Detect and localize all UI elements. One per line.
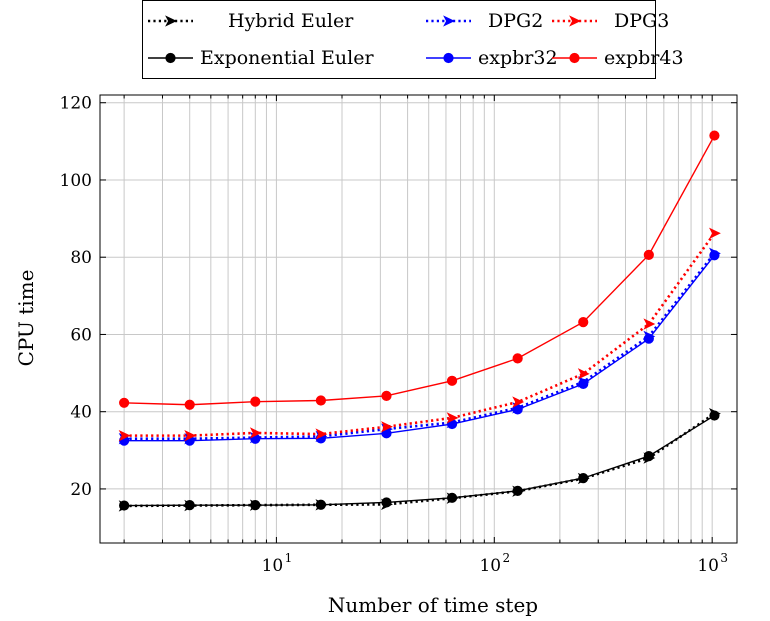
- data-point: [643, 452, 656, 464]
- y-tick-label: 100: [60, 171, 92, 191]
- data-point: [118, 500, 131, 512]
- data-point: [709, 247, 721, 260]
- series-line: [124, 252, 716, 441]
- x-tick-label: 10: [262, 556, 284, 576]
- legend-label: expbr32: [478, 47, 558, 69]
- y-tick-label: 120: [60, 94, 92, 114]
- data-point: [577, 376, 590, 388]
- data-point: [446, 375, 458, 386]
- data-point: [643, 318, 656, 330]
- series-line: [124, 412, 716, 508]
- legend: Hybrid Euler DPG2 DPG3 Exponential Euler exp…: [142, 0, 684, 79]
- data-point: [250, 396, 261, 407]
- data-point: [709, 407, 721, 420]
- data-point: [249, 427, 262, 439]
- data-point: [165, 52, 176, 64]
- data-point: [165, 15, 177, 27]
- data-point: [443, 52, 454, 64]
- series-dpg2: [118, 247, 721, 445]
- series-dpg3: [118, 227, 721, 442]
- y-tick-label: 20: [70, 480, 92, 500]
- data-point: [569, 52, 580, 64]
- data-point: [577, 472, 590, 485]
- series-line: [124, 254, 715, 442]
- plot-frame: [99, 94, 738, 544]
- data-point: [184, 429, 197, 442]
- data-point: [709, 130, 720, 141]
- data-point: [315, 499, 328, 511]
- series-line: [124, 232, 716, 437]
- legend-item: DPG2: [426, 10, 543, 32]
- series-hybrid-euler: [118, 407, 721, 512]
- x-tick-exponent: 2: [502, 551, 510, 565]
- legend-item: expbr43: [552, 47, 684, 69]
- data-point: [446, 492, 459, 504]
- series-expbr32: [119, 250, 720, 446]
- legend-label: Hybrid Euler: [228, 10, 354, 32]
- data-point: [709, 227, 721, 239]
- legend-label: DPG3: [614, 10, 669, 32]
- series-layer: [118, 130, 721, 512]
- data-point: [569, 15, 581, 27]
- y-tick-label: 40: [70, 403, 92, 423]
- y-tick-label: 60: [70, 325, 92, 345]
- data-point: [446, 412, 459, 424]
- grid: [100, 95, 737, 543]
- data-point: [512, 353, 523, 364]
- data-point: [381, 390, 392, 401]
- series-exponential-euler: [119, 410, 720, 511]
- series-expbr43: [119, 130, 720, 410]
- data-point: [381, 421, 393, 433]
- series-line: [124, 135, 716, 406]
- legend-item: expbr32: [426, 47, 558, 69]
- legend-label: expbr43: [604, 47, 684, 69]
- legend-item: DPG3: [552, 10, 669, 32]
- legend-item: Hybrid Euler: [148, 10, 354, 32]
- y-tick-label: 80: [70, 248, 92, 268]
- x-tick-exponent: 1: [285, 551, 293, 565]
- data-point: [184, 499, 197, 512]
- data-point: [119, 397, 130, 408]
- data-point: [184, 399, 195, 410]
- data-point: [512, 396, 525, 408]
- data-point: [381, 498, 393, 511]
- legend-label: Exponential Euler: [200, 47, 374, 69]
- x-tick-label: 10: [697, 556, 719, 576]
- data-point: [643, 330, 656, 343]
- y-axis-label: CPU time: [14, 270, 38, 367]
- data-point: [578, 316, 589, 328]
- axes: [99, 94, 738, 544]
- data-point: [315, 428, 328, 440]
- data-point: [118, 429, 131, 442]
- data-point: [577, 368, 590, 380]
- x-tick-exponent: 3: [720, 551, 728, 565]
- data-point: [643, 249, 654, 260]
- legend-box: [142, 0, 656, 79]
- data-point: [315, 395, 326, 406]
- x-tick-label: 10: [479, 556, 501, 576]
- x-axis-label: Number of time step: [328, 593, 538, 617]
- data-point: [443, 15, 455, 27]
- data-point: [512, 485, 525, 497]
- legend-item: Exponential Euler: [148, 47, 374, 69]
- data-point: [249, 499, 262, 511]
- legend-label: DPG2: [488, 10, 543, 32]
